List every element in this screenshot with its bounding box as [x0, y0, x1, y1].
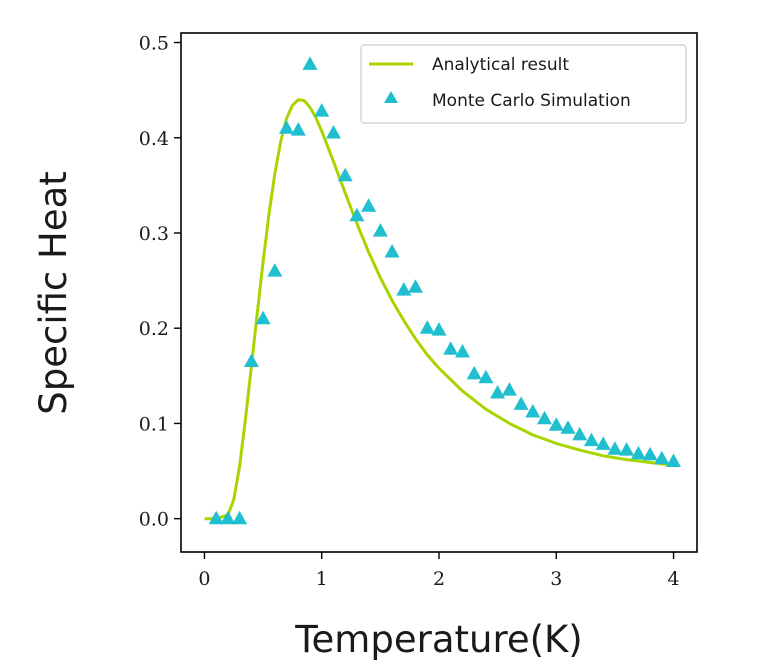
y-tick-label: 0.0 [139, 509, 169, 531]
monte-carlo-point [337, 167, 353, 182]
monte-carlo-point [431, 322, 447, 336]
monte-carlo-point [279, 120, 294, 134]
monte-carlo-point [490, 385, 506, 399]
x-tick-label: 0 [198, 568, 210, 590]
monte-carlo-point [255, 310, 271, 325]
x-axis-title: Temperature(K) [294, 618, 583, 661]
monte-carlo-point [302, 56, 318, 70]
monte-carlo-point [232, 510, 248, 525]
legend-triangle-swatch [384, 91, 398, 103]
legend-label-analytical: Analytical result [432, 55, 569, 75]
monte-carlo-point [642, 446, 658, 461]
monte-carlo-point [584, 432, 599, 447]
x-tick-label: 4 [667, 568, 679, 590]
monte-carlo-point [560, 420, 576, 434]
monte-carlo-point [525, 404, 541, 418]
monte-carlo-point [220, 510, 236, 525]
monte-carlo-point [372, 223, 388, 237]
monte-carlo-point [419, 320, 435, 334]
axis-ticks: 0 1 2 3 4 0.0 0.1 0.2 0.3 0.4 0.5 [139, 33, 680, 590]
monte-carlo-point [478, 369, 494, 384]
x-tick-label: 3 [550, 568, 562, 590]
monte-carlo-point [537, 410, 552, 425]
monte-carlo-point [326, 125, 341, 139]
x-tick-label: 1 [316, 568, 328, 590]
monte-carlo-point [513, 396, 529, 410]
legend-box [360, 44, 687, 124]
x-tick-label: 2 [433, 568, 445, 590]
monte-carlo-point [361, 198, 377, 212]
monte-carlo-point [396, 282, 412, 296]
monte-carlo-point [666, 453, 681, 467]
monte-carlo-point [607, 441, 623, 455]
y-tick-label: 0.3 [139, 223, 169, 245]
monte-carlo-point [208, 510, 224, 525]
monte-carlo-point [443, 341, 459, 355]
series-line-analytical-result [204, 98, 674, 521]
legend-label-monte-carlo: Monte Carlo Simulation [432, 91, 631, 111]
y-axis-title: Specific Heat [32, 171, 75, 415]
chart-marks [204, 56, 681, 525]
monte-carlo-point [630, 445, 646, 460]
legend: Analytical result Monte Carlo Simulation [360, 44, 687, 124]
monte-carlo-point [384, 244, 400, 258]
monte-carlo-point [619, 442, 635, 456]
monte-carlo-point [548, 417, 564, 431]
y-tick-label: 0.1 [139, 413, 169, 435]
y-tick-label: 0.5 [139, 33, 169, 55]
monte-carlo-point [290, 122, 306, 136]
monte-carlo-point [595, 436, 611, 450]
monte-carlo-point [243, 353, 259, 367]
monte-carlo-point [408, 279, 423, 293]
y-tick-label: 0.2 [139, 318, 169, 340]
monte-carlo-point [267, 263, 283, 277]
monte-carlo-point [654, 450, 670, 465]
monte-carlo-point [466, 365, 482, 380]
monte-carlo-point [572, 426, 588, 441]
y-tick-label: 0.4 [139, 128, 169, 150]
monte-carlo-point [314, 103, 330, 117]
monte-carlo-point [455, 344, 470, 358]
monte-carlo-point [349, 207, 365, 222]
monte-carlo-point [501, 382, 517, 396]
